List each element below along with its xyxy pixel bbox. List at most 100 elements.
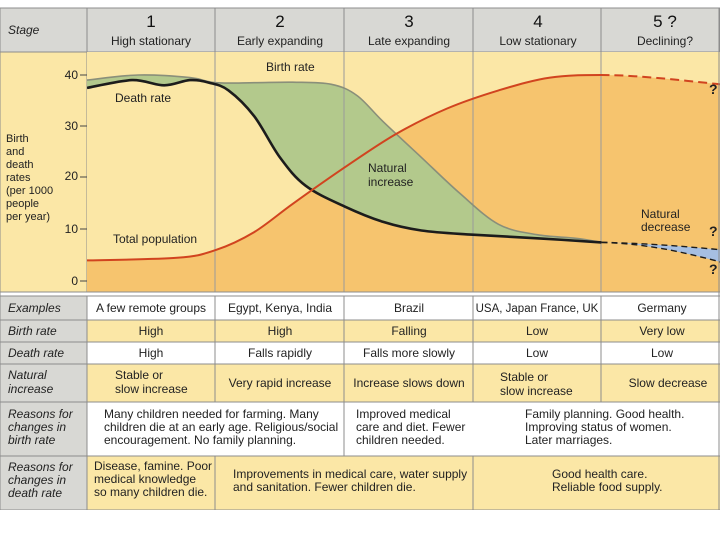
table-row-bg (87, 342, 720, 364)
y-tick-label: 0 (71, 274, 78, 288)
info-table: Examples Birth rate Death rate Natural i… (0, 8, 720, 510)
reasons-birth-stage12: Many children needed for farming. Many (104, 407, 319, 421)
y-axis: 40 30 20 10 0 (65, 68, 87, 288)
reasons-birth-stage3: children needed. (356, 433, 445, 447)
table-cell: High (139, 346, 164, 360)
y-tick-label: 10 (65, 222, 79, 236)
stage-number-2: 2 (275, 12, 284, 31)
stage-name-3: Late expanding (368, 34, 450, 48)
table-cell: Falls more slowly (363, 346, 455, 360)
row-label-birth-rate: Birth rate (8, 324, 57, 338)
stage-name-1: High stationary (111, 34, 191, 48)
reasons-birth-stage12: encouragement. No family planning. (104, 433, 296, 447)
y-axis-label-line: and (6, 146, 24, 158)
reasons-death-stage1: Disease, famine. Poor (94, 459, 212, 473)
row-label-reasons-death-3: death rate (8, 486, 62, 500)
table-cell: Egypt, Kenya, India (228, 301, 332, 315)
y-axis-label: Birth and death rates (per 1000 people p… (6, 133, 53, 223)
row-label-reasons-birth-3: birth rate (8, 433, 56, 447)
row-label-reasons-death-1: Reasons for (8, 460, 74, 474)
table-cell: Very low (639, 324, 685, 338)
reasons-birth-stage45: Family planning. Good health. (525, 407, 684, 421)
stage-number-4: 4 (533, 12, 542, 31)
reasons-death-row: Disease, famine. Poor medical knowledge … (94, 459, 663, 499)
question-mark-population: ? (709, 81, 718, 97)
reasons-death-stage23: Improvements in medical care, water supp… (233, 467, 467, 481)
table-cell: Falls rapidly (248, 346, 312, 360)
death-rate-line (87, 78, 602, 244)
natural-decrease-label: Natural decrease (641, 207, 691, 234)
table-row-bg (87, 456, 720, 510)
birth-rate-line (87, 74, 602, 244)
stage-number-3: 3 (404, 12, 413, 31)
birth-rate-label: Birth rate (266, 60, 315, 74)
reasons-birth-stage12: children die at an early age. Religious/… (104, 420, 338, 434)
chart-area: Birth and death rates (per 1000 people p… (0, 51, 720, 293)
stage-number-1: 1 (146, 12, 155, 31)
stage-header-1: 1 High stationary (111, 12, 191, 48)
row-label-natural-increase-2: increase (8, 382, 54, 396)
table-cell: Brazil (394, 301, 424, 315)
death-rate-label: Death rate (115, 91, 171, 105)
chart-left-panel (0, 51, 88, 293)
stage-header-4: 4 Low stationary (499, 12, 576, 48)
stage-header-5: 5 ? Declining? (637, 12, 693, 48)
table-cell: Germany (637, 301, 686, 315)
table-cell-multiline: Stable or (115, 368, 163, 382)
stage-header-3: 3 Late expanding (368, 12, 450, 48)
stage-number-5: 5 ? (653, 12, 677, 31)
stage-name-4: Low stationary (499, 34, 576, 48)
death-rate-row: High Falls rapidly Falls more slowly Low… (139, 346, 674, 360)
total-population-projection-line (601, 73, 720, 86)
table-cell: USA, Japan France, UK (476, 303, 599, 315)
reasons-death-stage45: Reliable food supply. (552, 480, 663, 494)
reasons-death-stage1: medical knowledge (94, 472, 196, 486)
table-cell: Very rapid increase (229, 376, 332, 390)
row-label-death-rate: Death rate (8, 346, 64, 360)
y-axis-label-line: people (6, 198, 39, 210)
reasons-birth-stage45: Improving status of women. (525, 420, 672, 434)
y-axis-label-line: death (6, 159, 34, 171)
stage-header-2: 2 Early expanding (237, 12, 323, 48)
table-cell: Falling (391, 324, 426, 338)
natural-increase-label-line: increase (368, 175, 414, 189)
y-axis-label-line: per year) (6, 211, 50, 223)
question-mark-birth: ? (709, 223, 718, 239)
total-population-label: Total population (113, 232, 197, 246)
birth-rate-projection-line (601, 241, 720, 251)
reasons-death-stage23: and sanitation. Fewer children die. (233, 480, 416, 494)
reasons-birth-stage3: Improved medical (356, 407, 451, 421)
table-grid (0, 8, 720, 510)
table-cell: A few remote groups (96, 301, 206, 315)
natural-decrease-label-line: Natural (641, 207, 680, 221)
row-label-reasons-birth-1: Reasons for (8, 407, 74, 421)
natural-decrease-label-line: decrease (641, 220, 691, 234)
table-cell: Low (526, 346, 548, 360)
table-cell: Low (651, 346, 673, 360)
table-cell: High (139, 324, 164, 338)
stage-name-5: Declining? (637, 34, 693, 48)
y-axis-label-line: rates (6, 172, 31, 184)
table-cell: Slow decrease (629, 376, 708, 390)
header-stage-label: Stage (8, 23, 40, 37)
demographic-transition-diagram: Stage 1 High stationary 2 Early expandin… (0, 7, 720, 510)
y-tick-label: 20 (65, 169, 79, 183)
total-population-line (87, 74, 601, 262)
reasons-birth-stage3: care and diet. Fewer (356, 420, 465, 434)
row-label-reasons-birth-2: changes in (8, 420, 66, 434)
row-label-reasons-death-2: changes in (8, 473, 66, 487)
natural-increase-row: Stable or slow increase Very rapid incre… (115, 368, 708, 398)
table-cell: Low (526, 324, 548, 338)
natural-increase-label-line: Natural (368, 161, 407, 175)
reasons-birth-row: Many children needed for farming. Many c… (104, 407, 684, 447)
table-cell-multiline: slow increase (500, 384, 573, 398)
header-row: Stage 1 High stationary 2 Early expandin… (0, 7, 720, 53)
table-row-bg (87, 402, 720, 456)
row-label-natural-increase-1: Natural (8, 368, 47, 382)
question-mark-death: ? (709, 261, 718, 277)
table-cell: Increase slows down (353, 376, 464, 390)
natural-increase-label: Natural increase (368, 161, 414, 189)
y-axis-label-line: (per 1000 (6, 185, 53, 197)
stage-name-2: Early expanding (237, 34, 323, 48)
table-cell-multiline: Stable or (500, 370, 548, 384)
